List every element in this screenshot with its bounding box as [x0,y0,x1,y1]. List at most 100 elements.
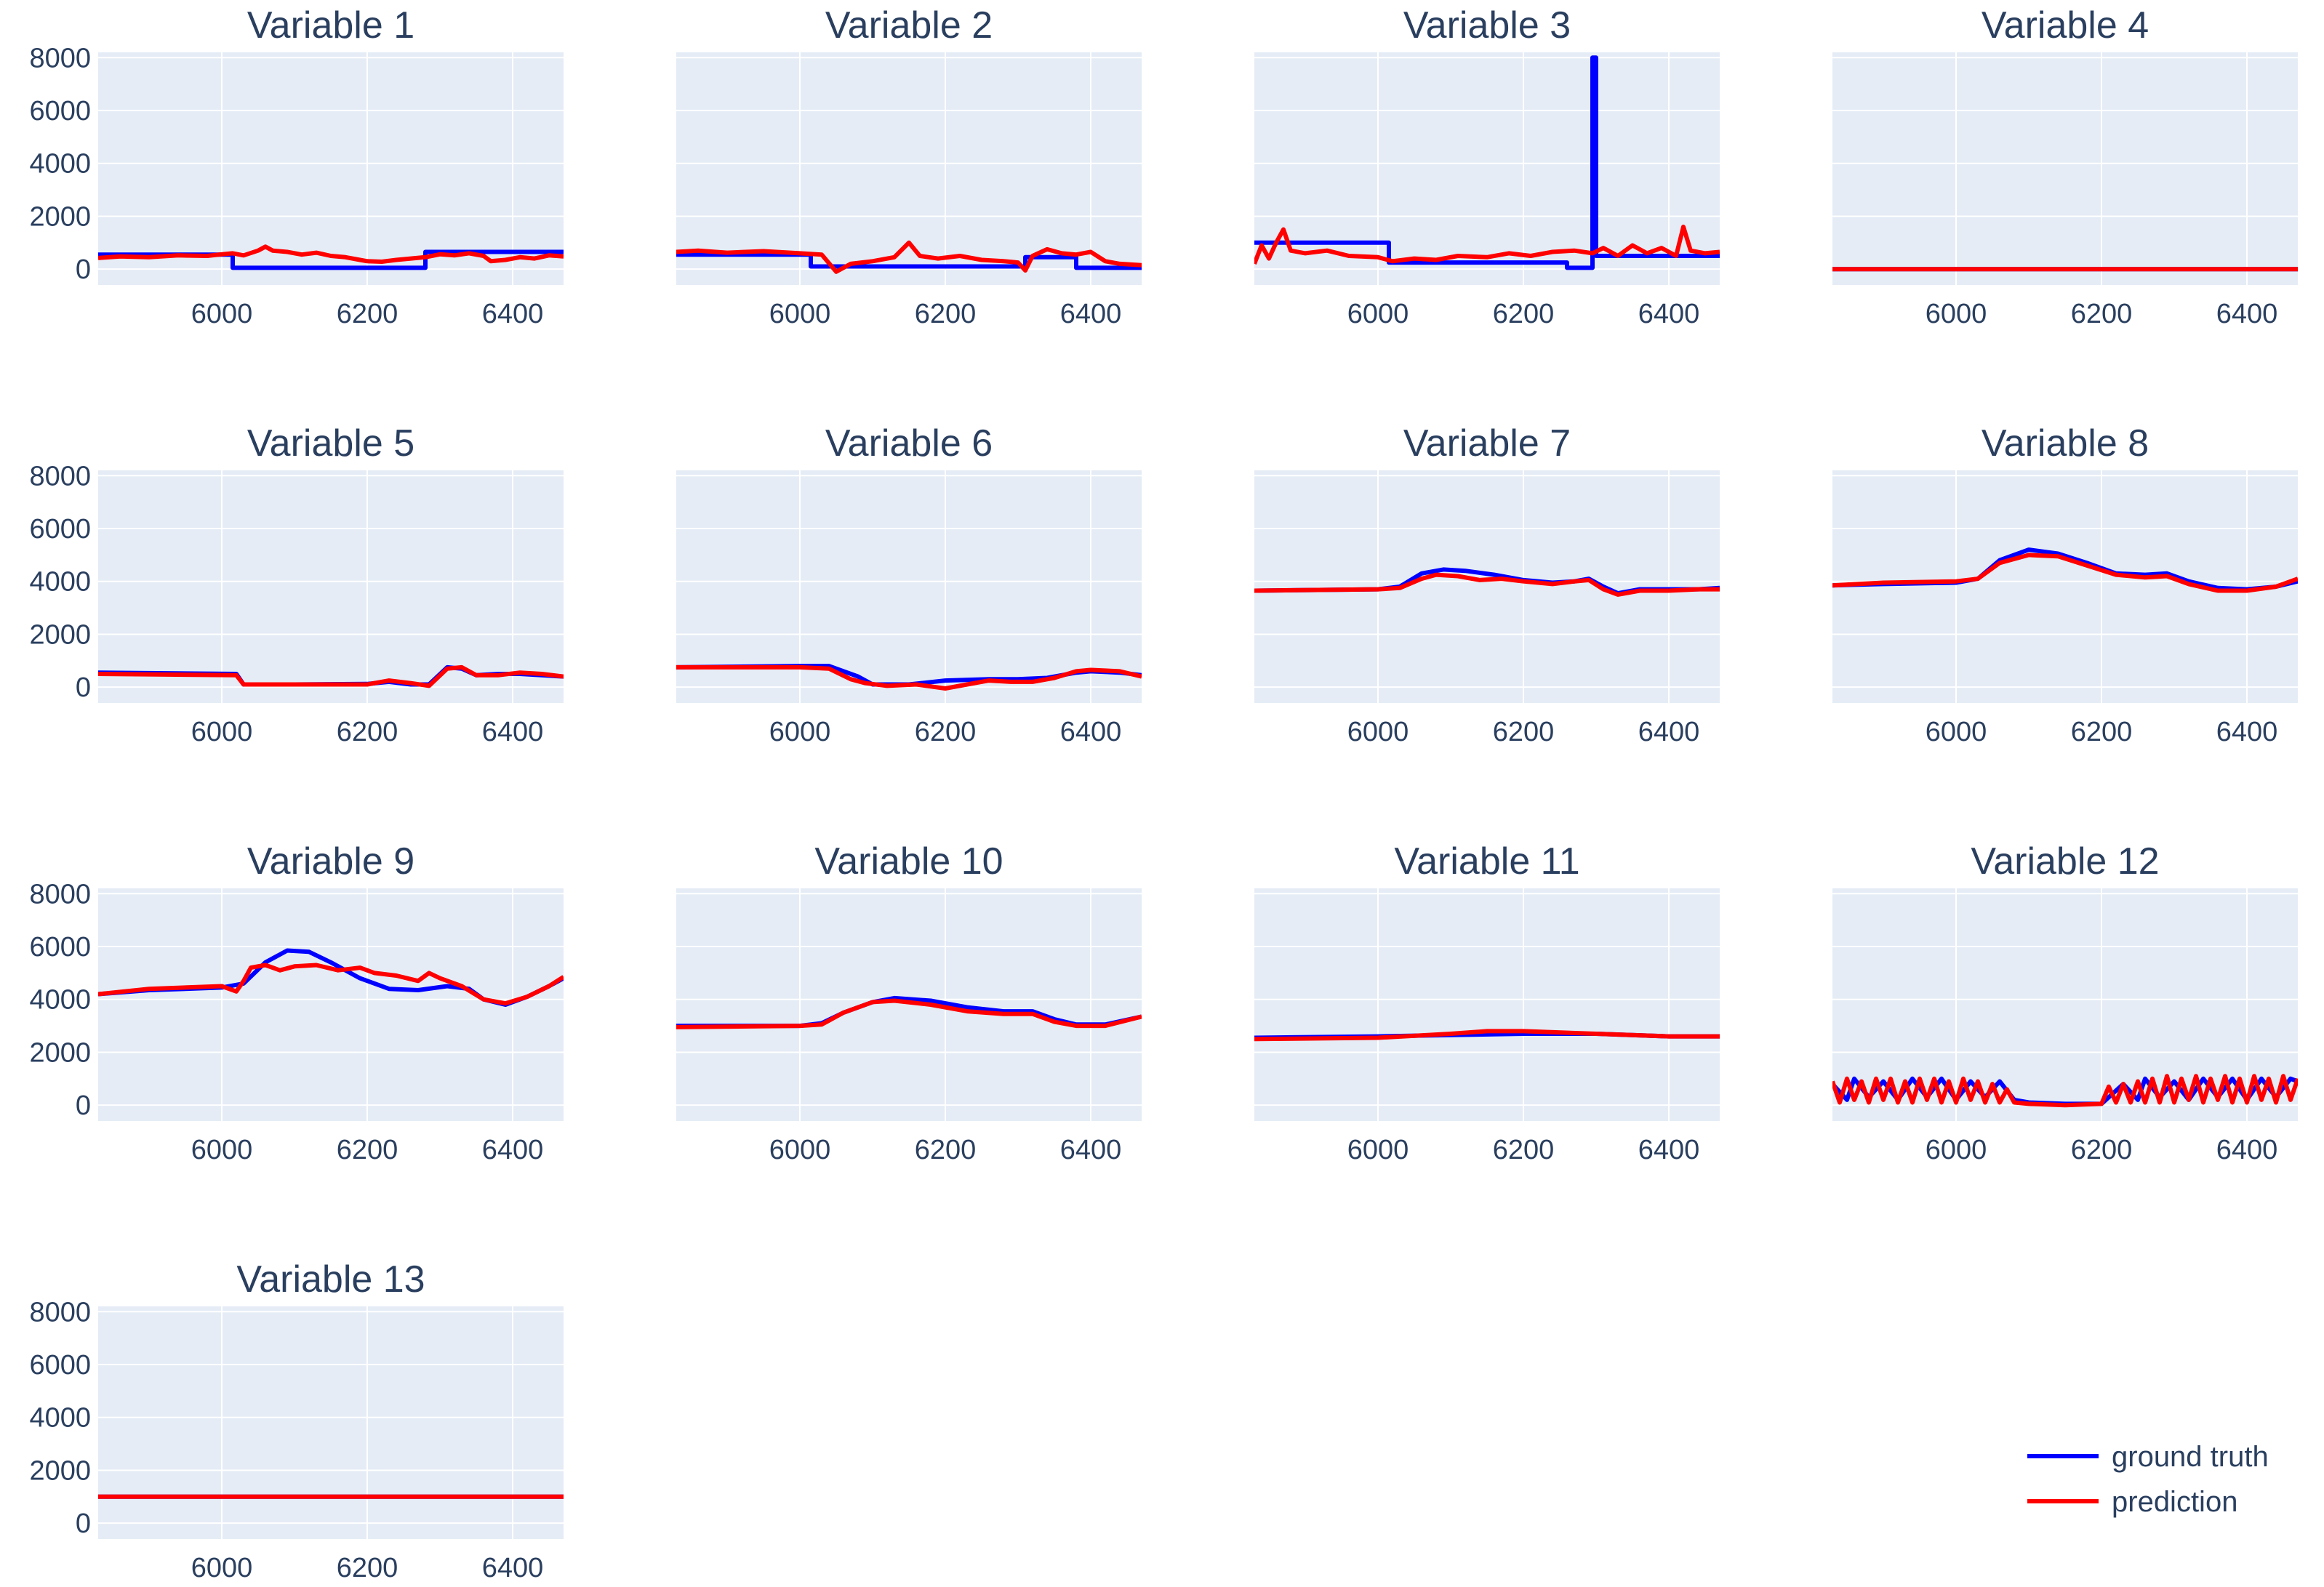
series-line-prediction [1254,1029,1720,1042]
y-tick-label: 2000 [29,619,91,650]
x-tick-label: 6400 [2216,717,2278,747]
series-line-prediction [1254,572,1720,597]
x-tick-label: 6000 [1926,717,1987,747]
subplot-title: Variable 5 [247,422,414,465]
x-tick-label: 6200 [337,717,398,747]
subplot-title: Variable 10 [814,840,1003,883]
x-tick-label: 6000 [769,717,831,747]
subplot-title: Variable 1 [247,4,414,47]
plot-area [676,470,1142,703]
plot-area [1254,470,1720,703]
plot-area [676,888,1142,1121]
x-tick-label: 6000 [191,1553,253,1583]
series-line-prediction [676,998,1142,1029]
y-tick-label: 8000 [29,461,91,491]
x-tick-label: 6400 [2216,1135,2278,1165]
y-tick-label: 0 [76,672,91,703]
series-line-prediction [98,664,564,688]
y-tick-label: 0 [76,1508,91,1539]
y-tick-label: 6000 [29,1350,91,1381]
x-tick-label: 6000 [1347,299,1409,329]
series-line-prediction [98,963,564,1006]
y-tick-label: 6000 [29,932,91,963]
subplot-title: Variable 12 [1971,840,2159,883]
y-tick-label: 6000 [29,96,91,126]
x-tick-label: 6200 [1493,717,1555,747]
subplot-title: Variable 13 [236,1258,425,1301]
x-tick-label: 6400 [482,1135,544,1165]
series-line-prediction [676,664,1142,691]
subplot-variable-7: Variable 7 6000 6200 6400 [1254,422,1720,747]
x-tick-label: 6200 [2071,299,2133,329]
subplot-title: Variable 6 [825,422,993,465]
series-line-prediction [676,240,1142,274]
subplot-variable-8: Variable 8 6000 6200 6400 [1832,422,2298,747]
series-line-prediction [1832,1074,2298,1108]
subplot-title: Variable 4 [1982,4,2149,47]
x-tick-label: 6000 [1926,299,1987,329]
x-tick-label: 6400 [482,299,544,329]
plot-area [98,1306,564,1539]
subplot-variable-13: Variable 13 6000 6200 6400 0 2000 4000 6000 8000 [29,1258,564,1583]
y-tick-label: 4000 [29,149,91,180]
y-tick-label: 2000 [29,1455,91,1486]
subplot-variable-9: Variable 9 6000 6200 6400 0 2000 4000 6000 8000 [29,840,564,1165]
x-tick-label: 6200 [2071,717,2133,747]
subplot-variable-10: Variable 10 6000 6200 6400 [676,840,1142,1165]
x-tick-label: 6000 [1347,1135,1409,1165]
x-tick-label: 6400 [1638,717,1700,747]
y-tick-label: 4000 [29,985,91,1016]
x-tick-label: 6200 [1493,1135,1555,1165]
y-tick-label: 8000 [29,879,91,909]
series-line-prediction [1832,553,2298,593]
series-line-prediction [98,244,564,264]
subplot-title: Variable 9 [247,840,414,883]
series-line-prediction [1254,225,1720,265]
x-tick-label: 6200 [915,717,977,747]
x-tick-label: 6200 [337,1553,398,1583]
series-line-ground-truth [1254,55,1720,270]
x-tick-label: 6200 [337,1135,398,1165]
x-tick-label: 6400 [1638,1135,1700,1165]
subplot-title: Variable 2 [825,4,993,47]
x-tick-label: 6200 [337,299,398,329]
x-tick-label: 6400 [1638,299,1700,329]
subplot-title: Variable 7 [1403,422,1571,465]
x-tick-label: 6200 [2071,1135,2133,1165]
x-tick-label: 6000 [1347,717,1409,747]
y-tick-label: 8000 [29,1297,91,1327]
x-tick-label: 6400 [482,1553,544,1583]
subplot-variable-6: Variable 6 6000 6200 6400 [676,422,1142,747]
series-line-ground-truth [676,252,1142,270]
y-tick-label: 6000 [29,514,91,545]
plot-area [98,470,564,703]
x-tick-label: 6000 [191,1135,253,1165]
x-tick-label: 6000 [769,299,831,329]
subplot-variable-11: Variable 11 6000 6200 6400 [1254,840,1720,1165]
plot-area [1254,888,1720,1121]
legend-item-ground-truth[interactable]: ground truth [2027,1441,2269,1473]
plot-area [1254,52,1720,285]
x-tick-label: 6400 [2216,299,2278,329]
legend: ground truth prediction [2027,1441,2269,1518]
y-tick-label: 4000 [29,1403,91,1434]
subplot-variable-12: Variable 12 6000 6200 6400 [1832,840,2298,1165]
y-tick-label: 0 [76,1090,91,1121]
x-tick-label: 6000 [191,717,253,747]
x-tick-label: 6200 [915,1135,977,1165]
x-tick-label: 6400 [482,717,544,747]
plot-area [676,52,1142,285]
plot-area [98,52,564,285]
subplot-variable-2: Variable 2 6000 6200 6400 [676,4,1142,329]
x-tick-label: 6000 [191,299,253,329]
x-tick-label: 6400 [1060,1135,1122,1165]
y-tick-label: 8000 [29,43,91,73]
subplot-variable-3: Variable 3 6000 6200 6400 [1254,4,1720,329]
x-tick-label: 6000 [769,1135,831,1165]
x-tick-label: 6000 [1926,1135,1987,1165]
plot-area [98,888,564,1121]
subplot-variable-4: Variable 4 6000 6200 6400 [1832,4,2298,329]
legend-item-prediction[interactable]: prediction [2027,1486,2237,1518]
